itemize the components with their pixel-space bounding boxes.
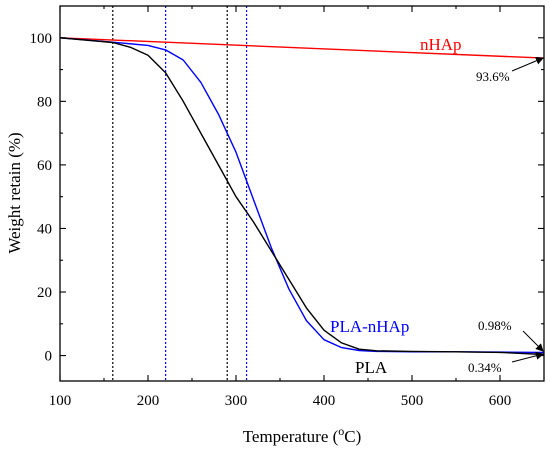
x-axis-title: Temperature (oC) xyxy=(243,424,362,446)
x-axis-ticks: 100 200 300 400 500 600 xyxy=(49,6,512,409)
annotation-0-34: 0.34% xyxy=(468,360,502,375)
series-line-pla xyxy=(59,37,545,356)
annotation-93-6: 93.6% xyxy=(476,69,510,84)
x-tick-label: 100 xyxy=(49,393,72,409)
annotation-arrow-nhap xyxy=(511,57,544,72)
series-line-nhap xyxy=(59,37,545,59)
x-tick-label: 500 xyxy=(401,393,424,409)
annotations: 93.6% 0.98% 0.34% xyxy=(468,57,544,375)
x-tick-label: 200 xyxy=(137,393,160,409)
y-tick-label: 0 xyxy=(45,349,53,365)
annotation-arrow-pla xyxy=(511,351,544,363)
y-tick-label: 100 xyxy=(30,31,53,47)
y-tick-label: 80 xyxy=(37,94,52,110)
y-axis-ticks: 0 20 40 60 80 100 xyxy=(30,31,544,365)
x-tick-label: 300 xyxy=(225,393,248,409)
y-tick-label: 40 xyxy=(37,221,52,237)
annotation-arrow-pla-nhap xyxy=(522,330,544,352)
reference-lines xyxy=(112,6,248,381)
annotation-0-98: 0.98% xyxy=(478,318,512,333)
y-tick-label: 60 xyxy=(37,158,52,174)
series-label-pla-nhap: PLA-nHAp xyxy=(330,317,409,336)
y-tick-label: 20 xyxy=(37,285,52,301)
series-line-pla-nhap xyxy=(59,37,545,354)
series-label-pla: PLA xyxy=(355,358,388,377)
plot-frame xyxy=(59,5,545,382)
x-tick-label: 400 xyxy=(313,393,336,409)
y-axis-title: Weight retain (%) xyxy=(5,132,24,253)
x-tick-label: 600 xyxy=(489,393,512,409)
series-label-nhap: nHAp xyxy=(420,35,462,54)
series-layer xyxy=(59,37,545,356)
